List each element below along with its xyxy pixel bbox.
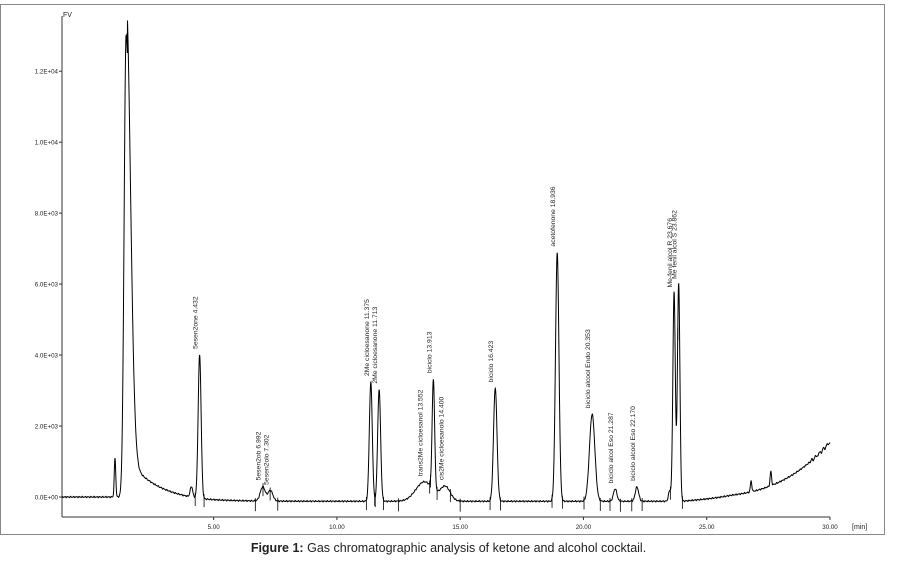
peak-label: Me fenil alcol S 23.862 — [672, 210, 679, 279]
chromatogram-plot: FV [min] 0.0E+00 2.0E+03 4.0E+03 6.0E+03 8.0… — [35, 12, 867, 531]
peak-label: biciclo alcol Eso 21.287 — [608, 412, 615, 483]
caption-label: Figure 1: — [250, 541, 304, 555]
x-tick-label: 15.00 — [452, 524, 468, 531]
peak-label: biciclo 13.913 — [426, 331, 433, 373]
x-axis-unit: [min] — [852, 524, 867, 531]
y-tick-label: 0.0E+00 — [35, 495, 59, 502]
y-tick-label: 1.0E+04 — [35, 140, 59, 147]
y-ticks: 0.0E+00 2.0E+03 4.0E+03 6.0E+03 8.0E+03 1.0E+… — [35, 69, 62, 502]
y-tick-label: 2.0E+03 — [35, 424, 59, 431]
chromatogram-trace — [61, 20, 831, 503]
peak-label: 5esen2one 4.432 — [193, 296, 200, 349]
peak-label: 2Me cicloesanone 11.375 — [364, 299, 371, 376]
y-tick-label: 4.0E+03 — [35, 353, 59, 360]
y-tick-label: 1.2E+04 — [35, 69, 59, 76]
y-tick-label: 8.0E+03 — [35, 211, 59, 218]
peak-label: biciclo alcool Endo 20.353 — [585, 329, 592, 408]
x-tick-label: 10.00 — [329, 524, 345, 531]
x-tick-label: 5.00 — [208, 524, 221, 531]
peak-label: cis2Me cicloesanolo 14.400 — [438, 396, 445, 480]
y-tick-label: 6.0E+03 — [35, 282, 59, 289]
peak-label: Me-fenil alcol R 23.676 — [667, 218, 674, 288]
caption-text: Gas chromatographic analysis of ketone a… — [307, 541, 647, 555]
peak-label: 5esen2ob 6.992 — [256, 431, 263, 480]
peak-label: biciclo 16.423 — [488, 341, 495, 383]
peak-label: acetofenone 18.936 — [550, 186, 557, 246]
figure-border — [0, 4, 885, 535]
x-tick-label: 25.00 — [699, 524, 715, 531]
peak-label: 5esen2olo 7.302 — [263, 434, 270, 484]
peak-labels: 5esen2one 4.432 5esen2ob 6.992 5esen2olo 7… — [193, 186, 679, 485]
peak-label: biciclo alcool Eso 22.170 — [630, 406, 637, 481]
peak-label: 2Me cicloesanone 11.713 — [372, 306, 379, 383]
peak-label: trans2Me cicloesanol 13.552 — [417, 389, 424, 476]
x-tick-label: 30.00 — [822, 524, 838, 531]
x-tick-label: 20.00 — [576, 524, 592, 531]
integration-marks — [194, 327, 683, 512]
figure-caption: Figure 1: Gas chromatographic analysis o… — [0, 541, 897, 555]
x-ticks: 5.00 10.00 15.00 20.00 25.00 30.00 — [208, 517, 838, 531]
y-axis-unit: FV — [63, 12, 72, 19]
